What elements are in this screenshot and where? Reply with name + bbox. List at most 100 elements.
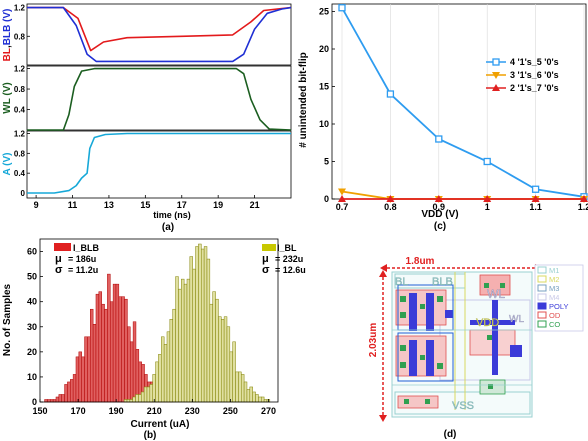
a-ytick-label: 0.8 [14,85,26,94]
b-bar-i_blb [112,283,117,403]
c-ytick-label: 25 [319,7,329,17]
layer-swatch [537,302,547,310]
b-xtick-label: 170 [71,406,86,416]
a-series-wl [27,67,292,131]
b-bar-i_bl [229,351,233,403]
c-ytick-label: 10 [319,119,329,129]
a-xtick-label: 15 [140,200,150,210]
b-bar-i_bl [249,386,253,403]
layout-drawing [391,271,533,418]
c-point [483,195,492,202]
panel-a-waveforms: 1.2 0.8 1.2 0.8 0.4 1.2 0.8 0.4 09 11 13 15 17 19 21 B… [2,4,292,233]
b-bar-i_bl [135,394,139,403]
c-point [531,195,540,202]
c-xtick-label: 1.1 [529,202,542,212]
b-bar-i_bl [258,396,262,403]
layer-label: M4 [549,293,559,302]
height-arrow-top-head [379,270,387,277]
ylabel-a: A (V) [2,153,13,176]
ylabel-bitflip: # unintended bit-flip [298,52,309,148]
legend-bl-sigma: = 12.6u [275,265,306,275]
a-xtick-label: 13 [104,200,114,210]
plot-frame-c [331,3,587,200]
b-bar-i_bl [152,374,156,403]
b-bar-i_bl [218,316,222,403]
b-bar-i_blb [95,293,100,403]
b-bar-i_bl [238,371,242,403]
a-ytick-label: 1.2 [14,65,26,74]
b-ytick-label: 50 [27,272,37,282]
b-ytick-label: 20 [27,347,37,357]
b-bar-i_bl [252,391,256,403]
b-bar-i_bl [175,276,179,403]
b-bar-i_bl [223,316,228,403]
b-bar-i_blb [104,308,108,403]
legend-bl-mu: = 232u [275,254,303,264]
c-legend-label: 2 '1's_7 '0's [510,83,559,93]
layer-label: OD [549,311,561,320]
b-bar-i_bl [209,303,213,403]
legend-bl: I_BL μ = 232u σ = 12.6u [262,243,306,276]
c-ytick-label: 5 [324,157,329,167]
a-ytick-label: 1.2 [14,4,26,13]
c-point [580,195,588,202]
c-point [531,185,540,193]
c-xtick-label: 0.7 [336,202,349,212]
b-bar-i_blb [87,336,91,403]
b-bar-i_bl [141,391,145,403]
label-bl: BL [395,276,408,288]
b-bar-i_blb [67,381,71,403]
b-bar-i_bl [241,374,245,403]
b-bar-i_blb [101,303,105,403]
legend-blb-mu-symbol: μ [55,253,62,265]
c-xtick-label: 0.9 [433,202,446,212]
label-blb: BLB [432,276,453,288]
b-bar-i_bl [260,396,265,403]
b-bar-i_blb [84,336,88,403]
b-bar-i_bl [146,386,151,403]
b-xtick-label: 210 [147,406,162,416]
c-point [492,58,500,66]
c-series-line [341,7,585,198]
b-bar-i_blb [129,341,134,403]
label-wl-top: WL [487,287,505,301]
plot-frame-b [39,238,279,403]
b-bar-i_blb [78,351,82,403]
b-bar-i_blb [55,396,60,403]
c-series-line [341,190,584,200]
c-legend-label: 3 '1's_6 '0's [510,70,559,80]
b-ytick-label: 60 [27,247,37,257]
a-xtick-label: 19 [213,200,223,210]
layer-swatch [537,275,547,283]
layer-swatch [537,266,547,274]
b-bar-i_blb [110,301,114,403]
legend-c: 4 '1's_5 '0's 3 '1's_6 '0's 2 '1's_7 '0's [486,57,559,93]
b-ytick-label: 0 [32,397,37,407]
b-bar-i_blb [127,326,131,403]
c-point [492,84,500,91]
layer-label: POLY [549,302,568,311]
c-point [386,195,395,202]
a-xtick-label: 21 [250,200,260,210]
b-bar-i_bl [183,283,188,403]
b-ytick-label: 30 [27,322,37,332]
layer-swatch [537,284,547,292]
legend-blb-sigma-symbol: σ [55,264,63,276]
b-bar-i_bl [246,389,251,403]
a-ytick-label: 0.4 [14,106,26,115]
layer-swatch [537,320,547,328]
legend-blb-mu: = 186u [68,254,96,264]
a-series-a [27,132,291,194]
b-bar-i_blb [124,298,128,403]
b-bar-i_blb [58,394,62,403]
legend-bl-name: I_BL [277,243,297,253]
b-bar-i_bl [178,288,182,403]
panel-b-histogram: 150 170 190 210 230 250 270 0 10 20 30 40 50 60 No. o… [2,238,306,441]
legend-bl-sigma-symbol: σ [262,264,270,276]
height-label: 2.03um [368,323,379,358]
b-bar-i_bl [149,384,153,403]
c-legend-label: 4 '1's_5 '0's [510,57,559,67]
legend-blb: I_BLB μ = 186u σ = 11.2u [54,243,100,276]
legend-blb-sigma: = 11.2u [68,265,98,275]
